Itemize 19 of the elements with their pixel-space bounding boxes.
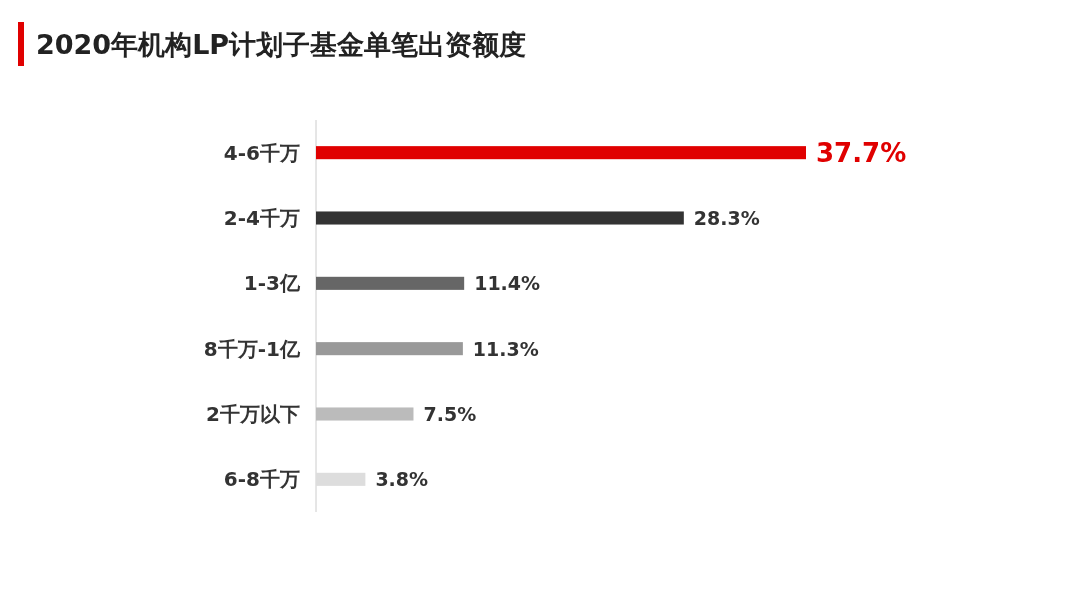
data-label: 28.3% bbox=[693, 207, 760, 229]
y-tick-label: 4-6千万 bbox=[223, 140, 300, 165]
y-tick-label: 2-4千万 bbox=[223, 206, 300, 230]
bar bbox=[316, 342, 463, 356]
y-tick-label: 8千万-1亿 bbox=[203, 336, 301, 361]
bar bbox=[316, 211, 684, 225]
y-tick-label: 1-3亿 bbox=[243, 271, 301, 296]
data-label: 11.3% bbox=[472, 337, 539, 360]
y-tick-label: 2千万以下 bbox=[206, 402, 300, 426]
y-tick-label: 6-8千万 bbox=[223, 467, 300, 492]
bar bbox=[316, 146, 806, 160]
data-label: 11.4% bbox=[474, 272, 541, 295]
data-label: 3.8% bbox=[375, 468, 429, 491]
bar bbox=[316, 472, 366, 486]
bar bbox=[316, 276, 465, 290]
chart-title: 2020年机构LP计划子基金单笔出资额度 bbox=[36, 29, 527, 60]
bar bbox=[316, 407, 414, 421]
data-label: 37.7% bbox=[816, 137, 907, 168]
data-label: 7.5% bbox=[423, 403, 477, 425]
